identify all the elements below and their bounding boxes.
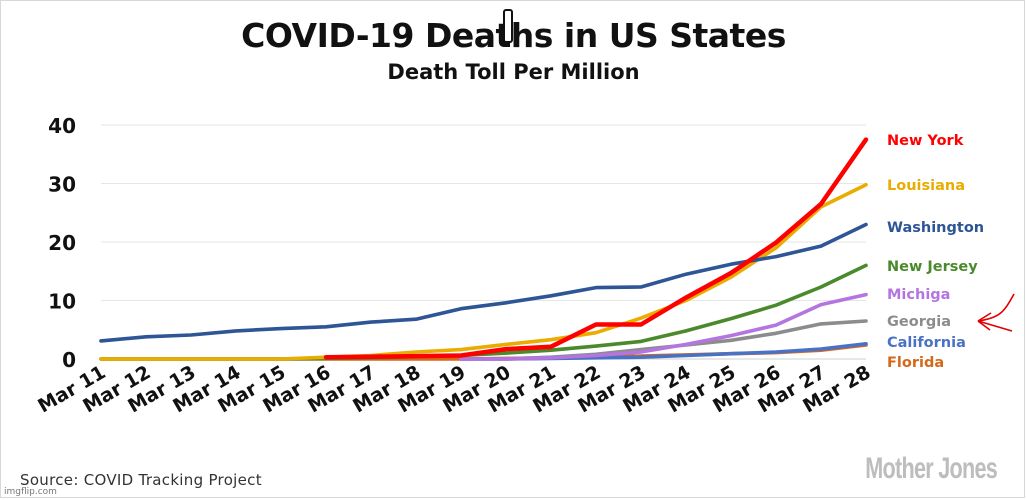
chart-title: COVID-19 Deaths in US States [241, 16, 786, 55]
series-label: Georgia [887, 314, 951, 330]
text-cursor-icon [503, 9, 513, 43]
series-label: New Jersey [887, 259, 978, 275]
series-line-louisiana [99, 182, 868, 361]
y-tick-label: 40 [48, 114, 76, 138]
arrow-shaft [977, 293, 1015, 322]
y-tick-labels: 0 10 20 30 40 [48, 114, 76, 372]
series-label: Louisiana [887, 178, 965, 194]
mother-jones-logo: Mother Jones [865, 452, 998, 485]
y-tick-label: 10 [48, 290, 76, 314]
series-label: Washington [887, 220, 984, 236]
series-line-new-york [323, 137, 869, 360]
chart-subtitle: Death Toll Per Million [387, 60, 640, 84]
series-lines [99, 137, 869, 361]
series-line-michiga [459, 292, 868, 361]
gridlines [101, 124, 866, 360]
arrow-head [977, 312, 992, 331]
series-label: California [887, 335, 966, 351]
y-tick-label: 0 [62, 348, 76, 372]
series-line-new-jersey [99, 263, 868, 361]
series-label: Florida [887, 355, 944, 371]
y-tick-label: 20 [48, 231, 76, 255]
arrow-tail [977, 320, 1013, 332]
y-tick-label: 30 [48, 173, 76, 197]
source-note: Source: COVID Tracking Project [20, 471, 262, 489]
series-labels: Washington Louisiana New Jersey Michiga Geor… [887, 133, 984, 371]
series-line-washington [99, 222, 868, 343]
series-label: Michiga [887, 287, 950, 303]
series-label: New York [887, 133, 964, 149]
imgflip-watermark: imgflip.com [4, 487, 57, 497]
annotation-arrow [977, 293, 1015, 332]
